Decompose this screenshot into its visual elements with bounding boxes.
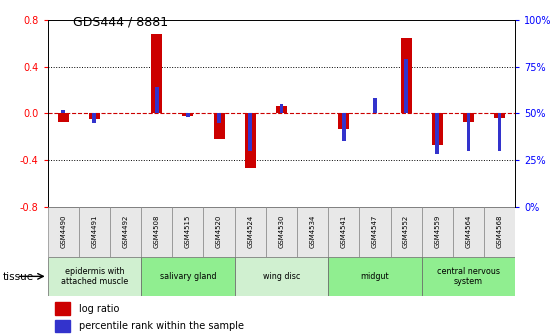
Bar xyxy=(48,207,79,257)
Bar xyxy=(172,207,203,257)
Bar xyxy=(494,114,505,118)
Bar xyxy=(213,114,225,139)
Bar xyxy=(373,98,377,114)
Bar xyxy=(217,114,221,123)
Text: GSM4491: GSM4491 xyxy=(91,214,97,248)
Bar xyxy=(422,257,515,296)
Text: central nervous
system: central nervous system xyxy=(437,267,500,286)
Text: GSM4508: GSM4508 xyxy=(153,214,160,248)
Bar xyxy=(404,59,408,114)
Text: log ratio: log ratio xyxy=(79,303,119,313)
Text: GSM4534: GSM4534 xyxy=(310,214,316,248)
Text: salivary gland: salivary gland xyxy=(160,272,216,281)
Bar xyxy=(466,114,470,151)
Bar xyxy=(432,114,443,145)
Bar xyxy=(279,104,283,114)
Bar xyxy=(235,207,266,257)
Bar xyxy=(484,207,515,257)
Bar xyxy=(155,87,158,114)
Bar xyxy=(463,114,474,122)
Text: epidermis with
attached muscle: epidermis with attached muscle xyxy=(60,267,128,286)
Bar xyxy=(338,114,349,129)
Bar xyxy=(55,320,69,332)
Bar xyxy=(400,38,412,114)
Bar xyxy=(48,257,141,296)
Text: tissue: tissue xyxy=(3,272,34,282)
Bar xyxy=(203,207,235,257)
Bar xyxy=(58,114,69,122)
Text: GSM4559: GSM4559 xyxy=(434,214,440,248)
Bar xyxy=(55,302,69,315)
Text: GSM4530: GSM4530 xyxy=(278,214,284,248)
Text: GSM4515: GSM4515 xyxy=(185,214,191,248)
Text: GSM4520: GSM4520 xyxy=(216,214,222,248)
Bar xyxy=(276,107,287,114)
Bar xyxy=(248,114,252,151)
Text: GSM4564: GSM4564 xyxy=(465,214,472,248)
Bar xyxy=(498,114,502,151)
Bar xyxy=(61,110,65,114)
Bar xyxy=(453,207,484,257)
Text: GSM4490: GSM4490 xyxy=(60,214,66,248)
Bar xyxy=(245,114,256,168)
Bar xyxy=(92,114,96,123)
Text: midgut: midgut xyxy=(361,272,389,281)
Text: GSM4552: GSM4552 xyxy=(403,215,409,248)
Text: GSM4568: GSM4568 xyxy=(497,214,503,248)
Bar xyxy=(89,114,100,119)
Text: percentile rank within the sample: percentile rank within the sample xyxy=(79,321,244,331)
Bar xyxy=(328,257,422,296)
Bar xyxy=(422,207,453,257)
Bar xyxy=(266,207,297,257)
Bar xyxy=(141,257,235,296)
Text: GSM4547: GSM4547 xyxy=(372,214,378,248)
Bar xyxy=(435,114,439,155)
Text: GDS444 / 8881: GDS444 / 8881 xyxy=(73,15,168,28)
Text: wing disc: wing disc xyxy=(263,272,300,281)
Bar xyxy=(342,114,346,141)
Bar xyxy=(360,207,390,257)
Bar xyxy=(141,207,172,257)
Bar xyxy=(183,114,193,116)
Text: GSM4541: GSM4541 xyxy=(340,214,347,248)
Bar xyxy=(297,207,328,257)
Bar xyxy=(151,34,162,114)
Bar xyxy=(235,257,328,296)
Bar xyxy=(79,207,110,257)
Bar xyxy=(186,114,190,117)
Bar xyxy=(110,207,141,257)
Text: GSM4492: GSM4492 xyxy=(123,214,129,248)
Text: GSM4524: GSM4524 xyxy=(247,215,253,248)
Bar xyxy=(390,207,422,257)
Bar xyxy=(328,207,360,257)
